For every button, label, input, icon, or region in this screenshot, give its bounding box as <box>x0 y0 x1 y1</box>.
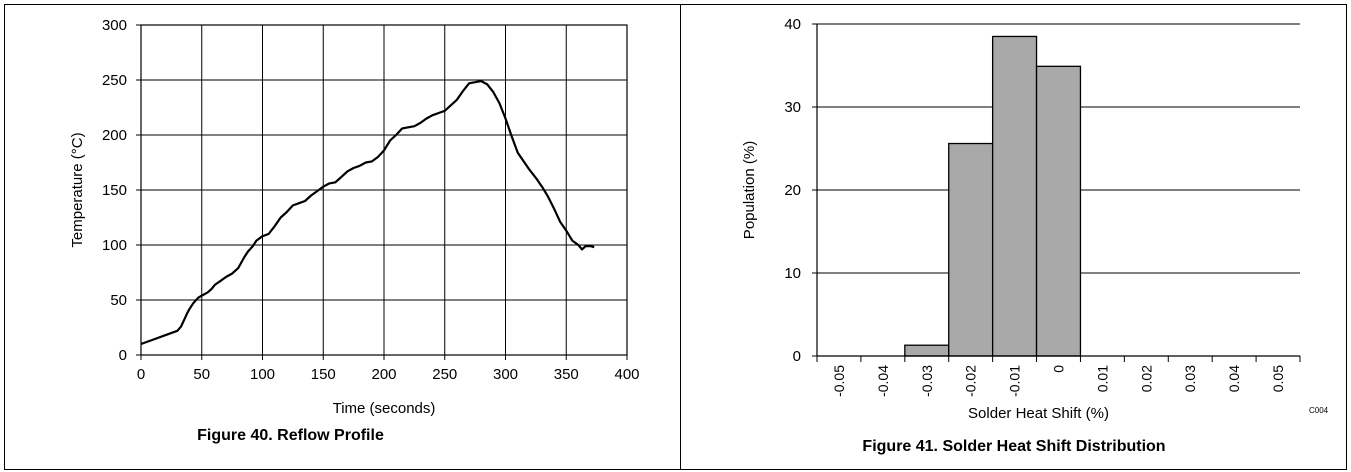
x-tick-label: 150 <box>311 366 336 383</box>
histogram-bar <box>905 345 949 356</box>
histogram-bar <box>949 144 993 356</box>
y-tick-label: 40 <box>784 16 801 33</box>
reflow-temperature-line <box>141 81 594 344</box>
x-tick-label: 0 <box>137 366 145 383</box>
y-tick-label: 300 <box>102 17 127 34</box>
x-axis-title: Solder Heat Shift (%) <box>968 405 1109 422</box>
x-tick-label: 350 <box>554 366 579 383</box>
x-tick-label: -0.01 <box>1007 365 1023 397</box>
x-tick-label: 0.03 <box>1182 365 1198 392</box>
x-tick-label: 0.05 <box>1270 365 1286 392</box>
histogram-bar <box>1037 66 1081 356</box>
figure-41-caption: Figure 41. Solder Heat Shift Distributio… <box>681 438 1347 456</box>
x-tick-label: 0 <box>1051 365 1067 373</box>
y-tick-label: 200 <box>102 127 127 144</box>
figure-40-caption: Figure 40. Reflow Profile <box>4 427 577 445</box>
histogram-bar <box>993 36 1037 356</box>
y-tick-label: 150 <box>102 182 127 199</box>
y-axis-title: Population (%) <box>741 141 758 239</box>
x-tick-label: 200 <box>371 366 396 383</box>
y-tick-label: 0 <box>793 348 801 365</box>
y-tick-label: 50 <box>110 292 127 309</box>
x-tick-label: 100 <box>250 366 275 383</box>
x-tick-label: 50 <box>193 366 210 383</box>
x-tick-label: -0.04 <box>875 365 891 397</box>
y-tick-label: 30 <box>784 99 801 116</box>
y-tick-label: 20 <box>784 182 801 199</box>
x-tick-label: -0.02 <box>963 365 979 397</box>
y-tick-label: 100 <box>102 237 127 254</box>
x-tick-label: -0.05 <box>831 365 847 397</box>
x-tick-label: 0.02 <box>1138 365 1154 392</box>
figure-code-label: C004 <box>1309 406 1329 415</box>
y-tick-label: 10 <box>784 265 801 282</box>
x-tick-label: 400 <box>614 366 639 383</box>
solder-heat-shift-chart: 0 10 20 30 40 -0.05 -0.04 -0.03 -0.02 -0.01 0 0.01 0… <box>681 0 1351 440</box>
y-axis-title: Temperature (°C) <box>69 132 86 247</box>
x-tick-label: 0.01 <box>1094 365 1110 392</box>
x-tick-label: 0.04 <box>1226 365 1242 392</box>
reflow-profile-chart: 0 50 100 150 200 250 300 350 400 0 50 100 150 200 250 3… <box>0 0 681 440</box>
y-tick-label: 250 <box>102 72 127 89</box>
y-tick-label: 0 <box>119 347 127 364</box>
x-tick-label: 250 <box>432 366 457 383</box>
x-tick-label: -0.03 <box>919 365 935 397</box>
x-axis-title: Time (seconds) <box>333 400 436 417</box>
x-tick-label: 300 <box>493 366 518 383</box>
